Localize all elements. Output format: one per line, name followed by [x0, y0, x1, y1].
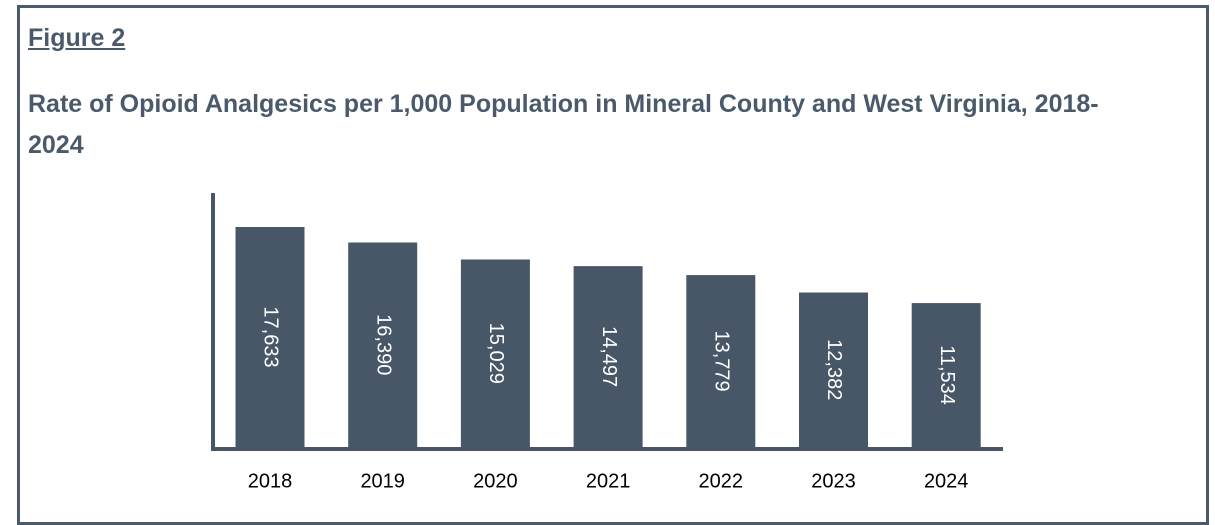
figure-label: Figure 2 [28, 24, 126, 52]
page: {"figure_label": "Figure 2", "chart_data… [17, 5, 1209, 525]
x-tick-label: 2024 [924, 470, 969, 492]
chart: 17,633 2018 16,390 2019 15,029 2020 14,497 2021… [211, 193, 1003, 492]
value-label: 13,779 [711, 330, 733, 391]
bar [235, 227, 305, 447]
bar [799, 292, 868, 447]
bar [348, 242, 418, 447]
x-tick-label: 2022 [699, 470, 744, 492]
value-label: 17,633 [260, 306, 282, 367]
x-tick-label: 2019 [360, 470, 405, 492]
value-label: 12,382 [823, 339, 845, 400]
value-label: 14,497 [598, 326, 620, 387]
bar [460, 259, 530, 447]
x-tick-label: 2020 [473, 470, 518, 492]
bar [686, 275, 756, 447]
value-label: 16,390 [372, 314, 394, 375]
x-tick-label: 2023 [811, 470, 856, 492]
value-label: 11,534 [936, 345, 958, 405]
value-label: 15,029 [485, 323, 507, 384]
chart-title: Rate of Opioid Analgesics per 1,000 Popu… [28, 90, 1099, 159]
x-tick-label: 2021 [586, 470, 631, 492]
bar [911, 303, 981, 447]
bar [573, 266, 643, 447]
x-tick-label: 2018 [248, 470, 293, 492]
